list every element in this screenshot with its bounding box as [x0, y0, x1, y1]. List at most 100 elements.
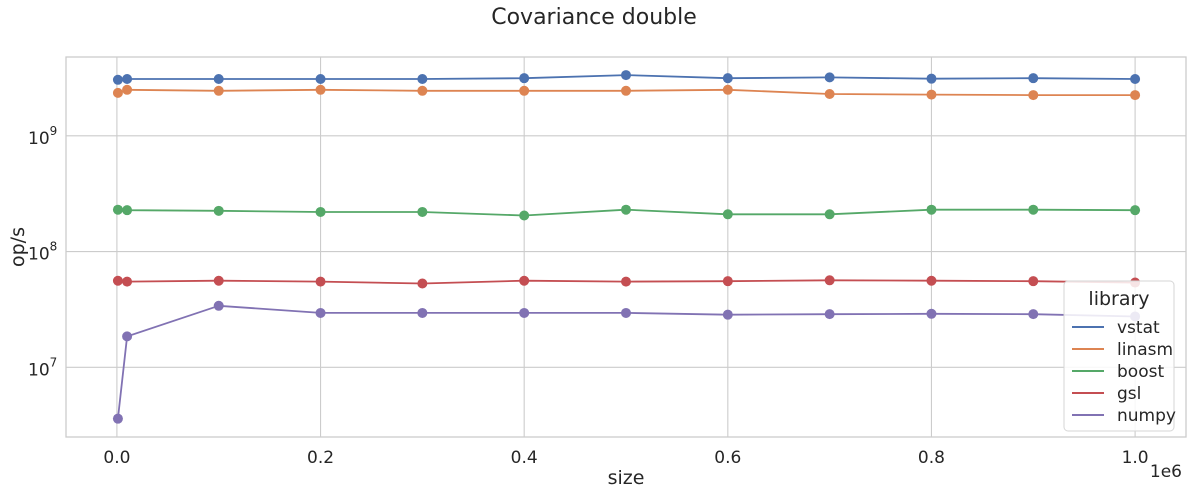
data-point-linasm — [315, 84, 326, 95]
data-point-gsl — [824, 275, 835, 286]
data-point-linasm — [1028, 90, 1039, 101]
data-point-gsl — [315, 276, 326, 287]
data-point-linasm — [926, 89, 937, 100]
data-point-boost — [315, 206, 326, 217]
x-tick-label: 0.4 — [511, 448, 538, 468]
data-point-gsl — [1028, 276, 1039, 287]
series-linasm — [112, 84, 1141, 101]
data-point-boost — [621, 204, 631, 215]
series-line-linasm — [117, 88, 1136, 96]
data-point-gsl — [519, 275, 530, 286]
data-point-boost — [519, 210, 530, 221]
data-point-boost — [112, 204, 123, 215]
data-point-numpy — [315, 307, 326, 318]
y-tick-exponent: 7 — [50, 355, 58, 369]
data-point-numpy — [722, 309, 733, 320]
data-point-vstat — [315, 73, 326, 84]
data-point-vstat — [621, 70, 631, 81]
data-point-boost — [1130, 205, 1141, 216]
data-point-linasm — [1130, 90, 1141, 101]
series-numpy — [112, 300, 1141, 424]
y-tick-label: 109 — [28, 124, 57, 149]
x-offset-label: 1e6 — [1150, 462, 1182, 482]
legend-entry-linasm: linasm — [1117, 340, 1173, 360]
data-point-numpy — [112, 413, 123, 424]
data-point-vstat — [519, 73, 530, 84]
y-tick-exponent: 8 — [50, 240, 58, 254]
series-boost — [112, 204, 1141, 221]
data-point-vstat — [112, 74, 123, 85]
data-point-numpy — [621, 307, 631, 318]
data-point-numpy — [1028, 309, 1039, 320]
legend-entry-boost: boost — [1117, 362, 1164, 382]
data-point-vstat — [213, 73, 224, 84]
data-point-linasm — [122, 84, 133, 95]
data-point-vstat — [722, 73, 733, 84]
data-point-numpy — [926, 308, 937, 319]
x-tick-label: 1.0 — [1122, 448, 1149, 468]
series-line-numpy — [117, 304, 1136, 419]
data-point-linasm — [213, 85, 224, 96]
y-tick-label: 107 — [28, 355, 57, 380]
data-point-linasm — [417, 85, 428, 96]
x-tick-label: 0.6 — [714, 448, 741, 468]
series-gsl — [112, 275, 1141, 289]
data-point-linasm — [824, 88, 835, 99]
y-tick-base: 10 — [28, 245, 50, 265]
data-point-linasm — [621, 85, 631, 96]
grid-layer — [66, 57, 1186, 437]
data-point-linasm — [722, 84, 733, 95]
y-tick-label: 108 — [28, 240, 57, 265]
x-tick-label: 0.2 — [307, 448, 334, 468]
data-point-linasm — [519, 85, 530, 96]
legend-entry-numpy: numpy — [1117, 406, 1176, 426]
data-point-numpy — [417, 307, 428, 318]
data-point-boost — [824, 209, 835, 220]
data-point-gsl — [417, 278, 428, 289]
data-point-linasm — [112, 87, 123, 98]
data-point-vstat — [1028, 73, 1039, 84]
series-line-vstat — [117, 74, 1136, 81]
data-point-gsl — [722, 276, 733, 287]
data-point-boost — [1028, 204, 1039, 215]
data-point-gsl — [213, 275, 224, 286]
data-point-boost — [926, 204, 937, 215]
data-point-boost — [122, 205, 133, 216]
series-line-gsl — [117, 279, 1136, 285]
x-tick-label: 0.0 — [103, 448, 130, 468]
series-vstat — [112, 70, 1141, 85]
data-point-vstat — [926, 73, 937, 84]
data-point-boost — [417, 206, 428, 217]
series-line-boost — [117, 208, 1136, 217]
legend-entry-vstat: vstat — [1117, 318, 1160, 338]
data-point-numpy — [213, 300, 224, 311]
plot-frame — [65, 56, 1187, 438]
x-axis-label: size — [608, 467, 645, 489]
data-point-numpy — [122, 331, 133, 342]
data-point-gsl — [112, 275, 123, 286]
data-point-gsl — [122, 276, 133, 287]
legend-title: library — [1088, 288, 1149, 310]
data-point-vstat — [1130, 73, 1141, 84]
data-point-vstat — [824, 72, 835, 83]
series-layer — [112, 70, 1141, 424]
legend-entry-gsl: gsl — [1117, 384, 1141, 404]
data-point-vstat — [122, 73, 133, 84]
y-tick-base: 10 — [28, 360, 50, 380]
data-point-vstat — [417, 73, 428, 84]
data-point-gsl — [926, 275, 937, 286]
y-axis-label: op/s — [7, 227, 29, 267]
data-point-gsl — [621, 276, 631, 287]
data-point-boost — [722, 209, 733, 220]
y-tick-base: 10 — [28, 129, 50, 149]
y-tick-exponent: 9 — [50, 124, 58, 138]
data-point-numpy — [824, 309, 835, 320]
x-tick-label: 0.8 — [918, 448, 945, 468]
data-point-boost — [213, 205, 224, 216]
chart-title: Covariance double — [491, 5, 697, 30]
data-point-numpy — [519, 307, 530, 318]
